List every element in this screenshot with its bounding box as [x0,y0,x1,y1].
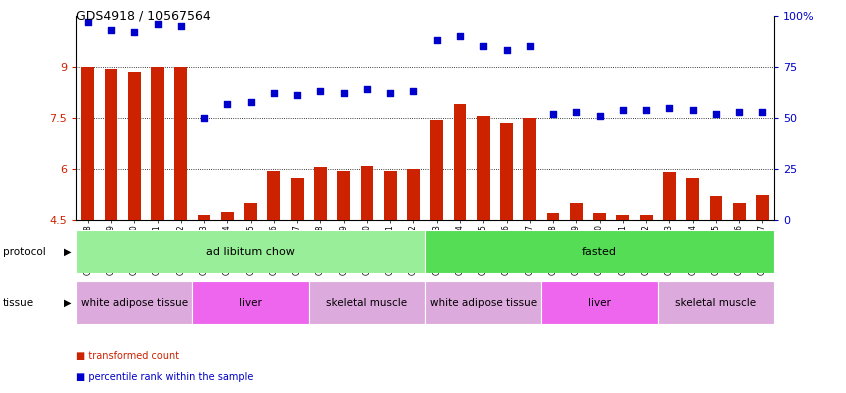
Bar [453,104,466,220]
Bar [658,281,774,324]
Text: ▶: ▶ [64,298,72,308]
Point [104,27,118,33]
Point [709,111,722,117]
Text: skeletal muscle: skeletal muscle [327,298,408,308]
Bar [407,169,420,220]
Bar [309,281,425,324]
Text: protocol: protocol [3,246,46,257]
Bar [733,203,745,220]
Bar [756,195,769,220]
Point [500,47,514,53]
Point [81,19,95,25]
Text: skeletal muscle: skeletal muscle [675,298,756,308]
Point [267,90,281,97]
Bar [384,171,397,220]
Point [733,108,746,115]
Text: liver: liver [588,298,611,308]
Point [337,90,350,97]
Point [662,105,676,111]
Point [221,101,234,107]
Text: GDS4918 / 10567564: GDS4918 / 10567564 [76,10,211,23]
Point [430,37,443,43]
Point [244,98,257,105]
Bar [570,203,583,220]
Text: ▶: ▶ [64,246,72,257]
Text: liver: liver [239,298,262,308]
Point [593,113,607,119]
Bar [76,230,425,273]
Bar [524,118,536,220]
Point [523,43,536,50]
Text: ■ percentile rank within the sample: ■ percentile rank within the sample [76,372,254,382]
Bar [431,119,443,220]
Bar [477,116,490,220]
Bar [360,165,373,220]
Bar [686,178,699,220]
Bar [267,171,280,220]
Text: tissue: tissue [3,298,34,308]
Bar [617,215,629,220]
Bar [500,123,513,220]
Bar [593,213,606,220]
Bar [425,281,541,324]
Point [151,21,164,27]
Bar [76,281,192,324]
Point [453,33,467,39]
Bar [151,67,164,220]
Bar [128,72,140,220]
Bar [425,230,774,273]
Bar [174,67,187,220]
Bar [81,67,94,220]
Text: white adipose tissue: white adipose tissue [80,298,188,308]
Point [128,29,141,35]
Point [314,88,327,94]
Bar [244,203,257,220]
Point [290,92,304,99]
Point [686,107,700,113]
Point [640,107,653,113]
Point [476,43,490,50]
Bar [710,196,722,220]
Bar [105,68,118,220]
Bar [198,215,211,220]
Bar [640,215,652,220]
Bar [291,178,304,220]
Point [383,90,397,97]
Bar [221,211,233,220]
Bar [541,281,658,324]
Point [569,108,583,115]
Point [360,86,374,92]
Bar [663,173,676,220]
Text: ad libitum chow: ad libitum chow [206,246,295,257]
Point [407,88,420,94]
Bar [314,167,327,220]
Bar [338,171,350,220]
Text: ■ transformed count: ■ transformed count [76,351,179,361]
Text: white adipose tissue: white adipose tissue [430,298,537,308]
Bar [192,281,309,324]
Text: fasted: fasted [582,246,617,257]
Point [547,111,560,117]
Point [197,115,211,121]
Point [174,23,188,29]
Point [755,108,769,115]
Point [616,107,629,113]
Bar [547,213,559,220]
